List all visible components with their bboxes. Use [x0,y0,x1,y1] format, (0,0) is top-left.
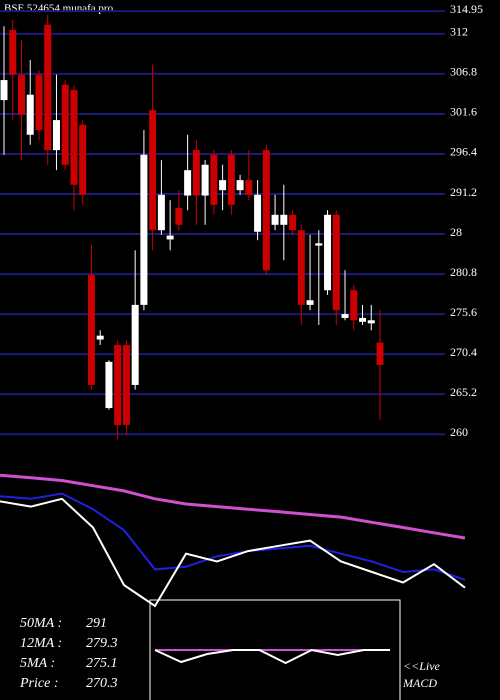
candle-body [350,290,358,321]
chart-title: BSE 524654 munafa.pro [4,3,114,15]
candle-body [192,150,200,196]
candle-body [227,154,235,205]
y-tick-label: 291.2 [450,185,477,199]
candle-body [0,80,8,101]
candle-body [70,90,78,185]
candle-body [184,170,192,196]
y-tick-label: 270.4 [450,345,477,359]
candle-body [131,304,139,385]
summary-label: 50MA : [20,616,62,631]
candle-body [140,154,148,305]
candle-body [219,180,227,191]
candle-body [210,154,218,205]
macd-line [154,648,390,665]
candle-body [376,342,384,365]
candle-body [96,335,104,340]
candle-body [52,120,60,151]
candle-body [44,24,52,151]
candle-body [79,124,87,195]
candle-body [35,74,43,131]
y-tick-label: 306.8 [450,65,477,79]
candle-body [166,235,174,240]
candle-body [9,30,17,75]
summary-label: 5MA : [20,656,55,671]
y-tick-label: 312 [450,25,468,39]
ma-line [0,497,466,608]
candle-body [149,110,157,231]
candle-body [201,164,209,196]
summary-label: Price : [19,676,58,691]
candle-body [367,320,375,324]
macd-frame [149,599,401,700]
candle-body [271,214,279,225]
y-tick-label: 314.95 [450,2,483,16]
y-tick-label: 260 [450,425,468,439]
macd-label: MACD [402,676,437,690]
ma-line [0,492,466,581]
candle-body [245,180,253,195]
candle-body [306,300,314,305]
y-tick-label: 296.4 [450,145,477,159]
candle-body [236,180,244,191]
y-tick-label: 275.6 [450,305,477,319]
candle-body [324,214,332,291]
candle-body [157,194,165,231]
candle-body [297,230,305,305]
candle-body [175,207,183,225]
candle-body [122,344,130,425]
candle-body [341,314,349,318]
candle-body [262,150,270,271]
live-label: <<Live [403,659,441,673]
candle-body [61,84,69,165]
y-tick-label: 28 [450,225,462,239]
candle-body [114,344,122,425]
candle-body [332,214,340,311]
candle-body [26,94,34,135]
candle-body [17,74,25,115]
summary-value: 291 [86,616,107,631]
candle-body [87,274,95,385]
y-tick-label: 280.8 [450,265,477,279]
y-tick-label: 265.2 [450,385,477,399]
candle-body [315,243,323,246]
summary-value: 275.1 [86,656,118,671]
summary-label: 12MA : [20,636,62,651]
summary-value: 279.3 [86,636,118,651]
y-tick-label: 301.6 [450,105,477,119]
candle-body [289,214,297,231]
candle-body [105,361,113,409]
ma-line [0,473,466,540]
candle-body [359,317,367,322]
candle-body [254,194,262,232]
summary-value: 270.3 [86,676,118,691]
candle-body [280,214,288,225]
